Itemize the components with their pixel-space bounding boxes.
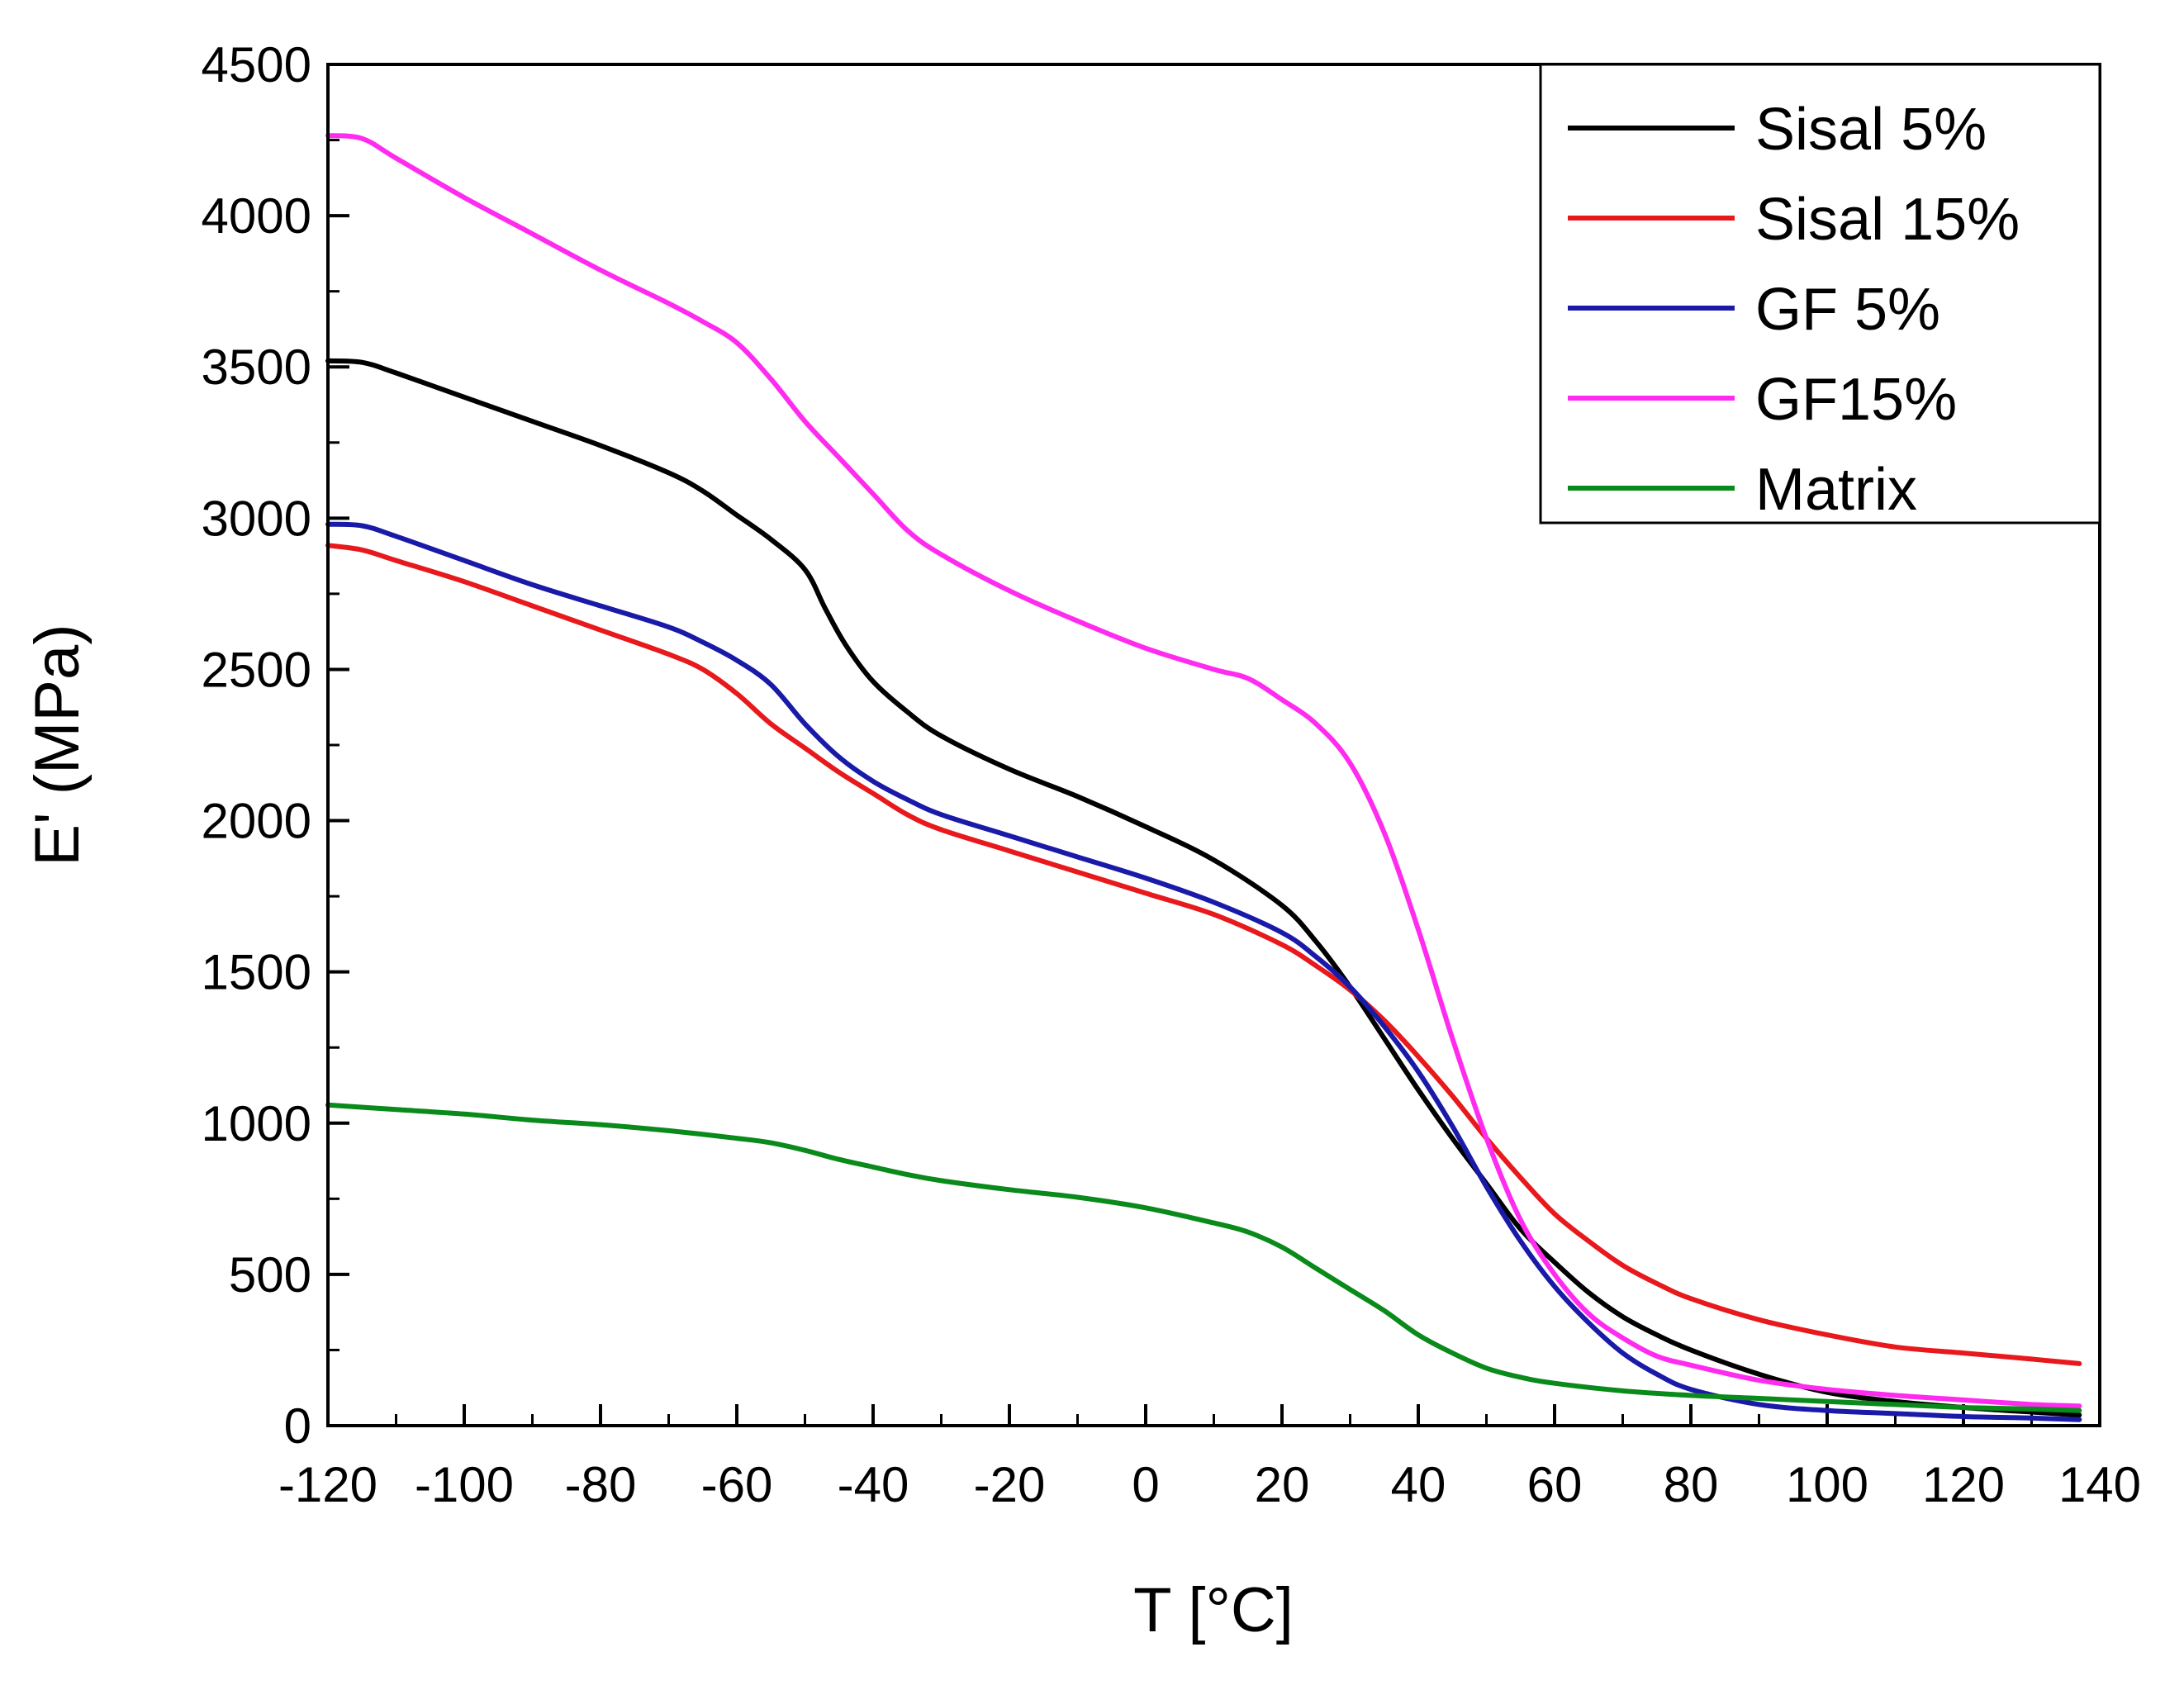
- y-tick-label: 3000: [202, 491, 311, 546]
- x-tick-label: -40: [838, 1457, 909, 1512]
- x-tick-label: 100: [1786, 1457, 1868, 1512]
- series-line-gf-5: [325, 521, 2082, 1422]
- x-tick-label: -20: [974, 1457, 1046, 1512]
- legend-label-matrix: Matrix: [1755, 457, 1917, 523]
- plot-series: [325, 133, 2082, 1422]
- y-tick-label: 4500: [202, 37, 311, 93]
- y-tick-labels: 0 500 1000 1500 2000 2500 3000 3500 4000 4500: [202, 37, 311, 1454]
- series-line-sisal-5: [325, 358, 2082, 1418]
- x-tick-label: -60: [701, 1457, 773, 1512]
- series-line-gf15: [325, 133, 2082, 1409]
- x-tick-label: 140: [2058, 1457, 2141, 1512]
- legend-box: [1539, 63, 2101, 524]
- y-tick-label: 2500: [202, 642, 311, 697]
- x-tick-label: -80: [565, 1457, 637, 1512]
- legend-label-sisal-5: Sisal 5%: [1755, 97, 1987, 163]
- axis-ticks: [326, 63, 2101, 1427]
- x-tick-label: -120: [278, 1457, 377, 1512]
- y-tick-label: 4000: [202, 188, 311, 244]
- plot-frame: [326, 63, 2101, 1427]
- y-tick-label: 3500: [202, 339, 311, 395]
- y-tick-label: 2000: [202, 794, 311, 849]
- legend-label-gf-5: GF 5%: [1755, 277, 1940, 343]
- x-axis-label: T [°C]: [1133, 1575, 1294, 1645]
- x-tick-label: 0: [1132, 1457, 1159, 1512]
- legend-label-gf15: GF15%: [1755, 367, 1957, 433]
- legend: Sisal 5% Sisal 15% GF 5% GF15% Matrix: [1539, 63, 2101, 524]
- series-line-sisal-15: [325, 543, 2082, 1366]
- y-axis-label: E' (MPa): [22, 624, 93, 866]
- y-tick-label: 0: [284, 1398, 311, 1454]
- x-tick-label: 20: [1255, 1457, 1310, 1512]
- y-tick-label: 500: [229, 1247, 311, 1303]
- x-tick-label: 60: [1527, 1457, 1583, 1512]
- x-tick-labels: -120 -100 -80 -60 -40 -20 0 20 40 60 80 100 120 140: [278, 1457, 2141, 1512]
- x-tick-label: 80: [1664, 1457, 1719, 1512]
- series-line-matrix: [325, 1102, 2082, 1413]
- x-tick-label: 40: [1391, 1457, 1446, 1512]
- x-tick-label: 120: [1922, 1457, 2005, 1512]
- legend-label-sisal-15: Sisal 15%: [1755, 187, 2020, 253]
- y-tick-label: 1500: [202, 945, 311, 1000]
- x-tick-label: -100: [415, 1457, 514, 1512]
- y-tick-label: 1000: [202, 1096, 311, 1151]
